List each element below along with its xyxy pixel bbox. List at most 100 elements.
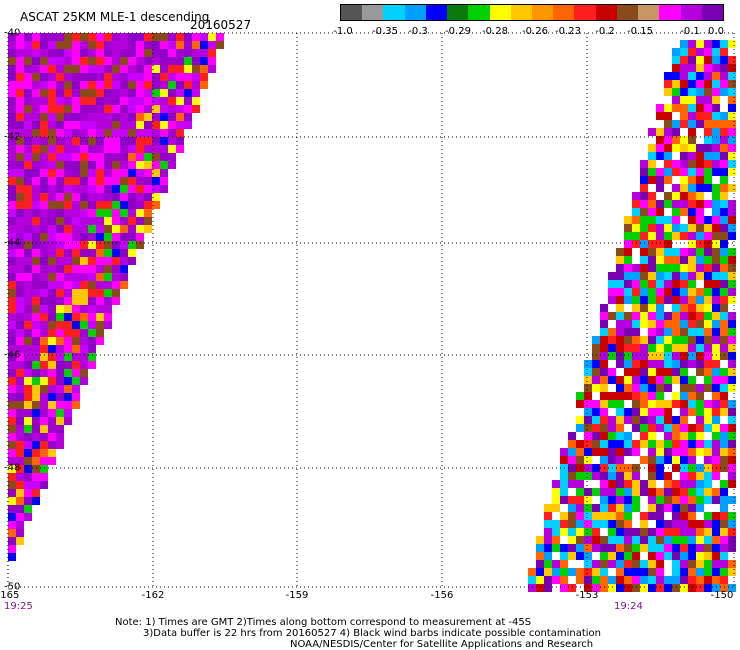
east-swath-cell [672,136,680,144]
east-swath-cell [696,544,704,552]
west-swath-cell [136,217,144,225]
west-swath-cell [48,145,56,153]
west-swath-cell [48,105,56,113]
west-swath-cell [136,209,144,217]
east-swath-cell [656,240,664,248]
east-swath-cell [640,392,648,400]
west-swath-cell [8,513,16,521]
east-swath-cell [704,208,712,216]
west-swath-cell [8,185,16,193]
east-swath-cell [656,232,664,240]
east-swath-cell [600,312,608,320]
east-swath-cell [712,128,720,136]
east-swath-cell [656,288,664,296]
east-swath-cell [664,392,672,400]
east-swath-cell [672,552,680,560]
east-swath-cell [728,248,736,256]
east-swath-cell [632,336,640,344]
west-swath-cell [24,113,32,121]
west-swath-cell [128,113,136,121]
west-swath-cell [168,73,176,81]
west-swath-cell [40,353,48,361]
east-swath-cell [680,400,688,408]
west-swath-cell [128,137,136,145]
east-swath-cell [688,440,696,448]
east-swath-cell [640,296,648,304]
west-swath-cell [128,169,136,177]
east-swath-cell [672,496,680,504]
east-swath-cell [720,336,728,344]
west-swath-cell [96,305,104,313]
west-swath-cell [72,313,80,321]
west-swath-cell [8,113,16,121]
east-swath-cell [712,216,720,224]
west-swath-cell [192,49,200,57]
west-swath-cell [176,97,184,105]
east-swath-cell [600,496,608,504]
west-swath-cell [80,201,88,209]
west-swath-cell [168,41,176,49]
west-swath-cell [56,385,64,393]
east-swath-cell [592,480,600,488]
west-swath-cell [48,433,56,441]
west-swath-cell [56,33,64,41]
west-swath-cell [208,65,216,73]
east-swath-cell [648,168,656,176]
east-swath-cell [712,88,720,96]
west-swath-cell [16,393,24,401]
west-swath-cell [16,449,24,457]
west-swath-cell [40,481,48,489]
east-swath-cell [608,584,616,592]
west-swath-cell [72,297,80,305]
west-swath-cell [72,57,80,65]
east-swath-cell [728,256,736,264]
west-swath-cell [104,273,112,281]
east-swath-cell [656,512,664,520]
east-swath-cell [696,152,704,160]
east-swath-cell [640,376,648,384]
east-swath-cell [608,536,616,544]
east-swath-cell [680,376,688,384]
east-swath-cell [568,536,576,544]
east-swath-cell [664,104,672,112]
west-swath-cell [120,257,128,265]
west-swath-cell [152,193,160,201]
east-swath-cell [696,432,704,440]
east-swath-cell [672,88,680,96]
east-swath-cell [552,552,560,560]
east-swath-cell [624,312,632,320]
west-swath-cell [160,121,168,129]
east-swath-cell [600,560,608,568]
west-swath-cell [24,33,32,41]
west-swath-cell [88,153,96,161]
east-swath-cell [696,360,704,368]
east-swath-cell [720,368,728,376]
east-swath-cell [664,488,672,496]
east-swath-cell [680,104,688,112]
east-swath-cell [576,536,584,544]
east-swath-cell [648,272,656,280]
west-swath-cell [112,169,120,177]
east-swath-cell [648,304,656,312]
west-swath-cell [160,97,168,105]
west-swath-cell [8,545,16,553]
west-swath-cell [144,73,152,81]
west-swath-cell [40,449,48,457]
west-swath-cell [152,33,160,41]
east-swath-cell [560,496,568,504]
east-swath-cell [568,456,576,464]
west-swath-cell [72,385,80,393]
west-swath-cell [144,129,152,137]
east-swath-cell [536,560,544,568]
west-swath-cell [120,113,128,121]
west-swath-cell [40,289,48,297]
east-swath-cell [656,392,664,400]
east-swath-cell [672,544,680,552]
west-swath-cell [32,497,40,505]
west-swath-cell [152,113,160,121]
east-swath-cell [616,384,624,392]
east-swath-cell [720,248,728,256]
east-swath-cell [624,384,632,392]
west-swath-cell [8,289,16,297]
east-swath-cell [696,64,704,72]
